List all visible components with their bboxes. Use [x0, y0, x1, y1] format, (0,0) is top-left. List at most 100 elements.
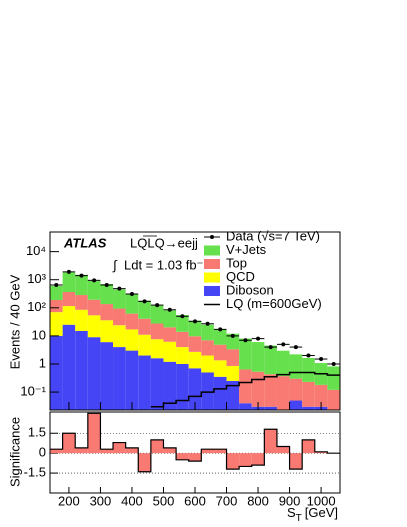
significance-bar — [138, 453, 151, 472]
y-tick-label: 10 — [32, 327, 46, 342]
stack-bar — [226, 333, 240, 350]
significance-bar — [163, 447, 177, 454]
legend-label: Diboson — [226, 282, 274, 297]
stack-bar — [251, 371, 265, 407]
data-point — [142, 299, 147, 304]
data-point — [79, 273, 84, 278]
data-point — [167, 307, 172, 312]
x-label-main: S — [287, 505, 296, 520]
legend-label: LQ (m=600GeV) — [226, 296, 322, 311]
stack-bar — [75, 330, 88, 410]
stack-bar — [150, 339, 164, 359]
stack-bar — [125, 313, 139, 330]
significance-bar — [226, 453, 240, 470]
stack-bar — [113, 308, 126, 326]
stack-bar — [239, 403, 252, 410]
stack-bar — [138, 334, 151, 356]
stack-bar — [201, 340, 214, 356]
stack-bar — [163, 327, 177, 342]
significance-bar — [213, 449, 227, 454]
significance-bar — [239, 453, 252, 467]
significance-bar — [289, 453, 303, 470]
legend-marker — [210, 235, 214, 239]
y-axis-label: Events / 40 GeV — [7, 274, 22, 369]
stack-bar — [314, 384, 328, 407]
x-tick-label: 800 — [247, 493, 269, 508]
stack-bar — [264, 406, 277, 410]
data-point — [117, 286, 122, 291]
x-axis-label: ST [GeV] — [287, 505, 338, 523]
stack-bar — [251, 342, 265, 372]
data-point — [331, 361, 336, 366]
significance-bar — [188, 453, 202, 462]
stack-bar — [50, 285, 63, 300]
significance-bar — [50, 449, 63, 454]
stack-bar — [75, 274, 88, 296]
significance-bar — [251, 453, 265, 466]
data-point — [319, 357, 324, 362]
significance-bar — [87, 413, 101, 454]
significance-bar — [302, 439, 315, 454]
significance-bar — [75, 447, 88, 454]
stack-bar — [100, 320, 114, 343]
stack-bar — [125, 329, 139, 351]
x-tick-label: 200 — [58, 493, 80, 508]
data-point — [129, 292, 134, 297]
stack-bar — [188, 368, 202, 410]
significance-bar — [150, 439, 164, 454]
legend-label: QCD — [226, 269, 255, 284]
data-point — [205, 321, 210, 326]
significance-bar — [276, 446, 290, 454]
stack-bar — [125, 350, 139, 410]
stack-bar — [201, 324, 214, 341]
ratio-y-tick-label: 1.5 — [28, 425, 46, 440]
stack-bar — [163, 341, 177, 362]
data-point — [256, 336, 261, 341]
stack-bar — [138, 300, 151, 319]
stack-bar — [62, 324, 76, 410]
stack-bar — [226, 365, 240, 381]
legend-swatch — [204, 286, 220, 296]
stack-bar — [87, 299, 101, 316]
significance-bar — [264, 429, 277, 454]
data-point — [230, 333, 235, 338]
stack-bar — [100, 304, 114, 321]
stack-bar — [213, 376, 227, 410]
stack-bar — [75, 309, 88, 331]
significance-bar — [62, 433, 76, 454]
data-point — [193, 319, 197, 324]
legend-swatch — [204, 259, 220, 269]
stack-bar — [188, 320, 202, 337]
stack-bar — [226, 349, 240, 366]
data-point — [218, 327, 223, 332]
stack-bar — [188, 336, 202, 352]
stack-bar — [113, 289, 126, 309]
stack-bar — [50, 299, 63, 313]
x-tick-label: 500 — [153, 493, 175, 508]
stack-bar — [289, 378, 303, 401]
stack-bar — [176, 347, 189, 364]
data-point — [306, 353, 311, 358]
y-tick-label: 10² — [27, 299, 46, 314]
x-tick-label: 700 — [216, 493, 238, 508]
stack-bar — [87, 281, 101, 300]
x-label-unit: [GeV] — [305, 505, 338, 520]
stack-bar — [201, 355, 214, 373]
data-point — [293, 345, 298, 350]
stack-bar — [138, 355, 151, 410]
stack-bar — [113, 325, 126, 348]
data-point — [54, 282, 59, 287]
legend-swatch — [204, 272, 220, 283]
legend-label: Top — [226, 255, 247, 270]
stack-bar — [239, 369, 252, 404]
data-point — [92, 278, 97, 283]
stack-bar — [113, 347, 126, 410]
data-point — [104, 282, 109, 287]
stack-bar — [176, 315, 189, 332]
legend-swatch — [204, 245, 220, 256]
significance-bar — [314, 451, 328, 454]
stack-bar — [163, 310, 177, 328]
stack-bar — [150, 358, 164, 410]
stack-bar — [62, 292, 76, 307]
